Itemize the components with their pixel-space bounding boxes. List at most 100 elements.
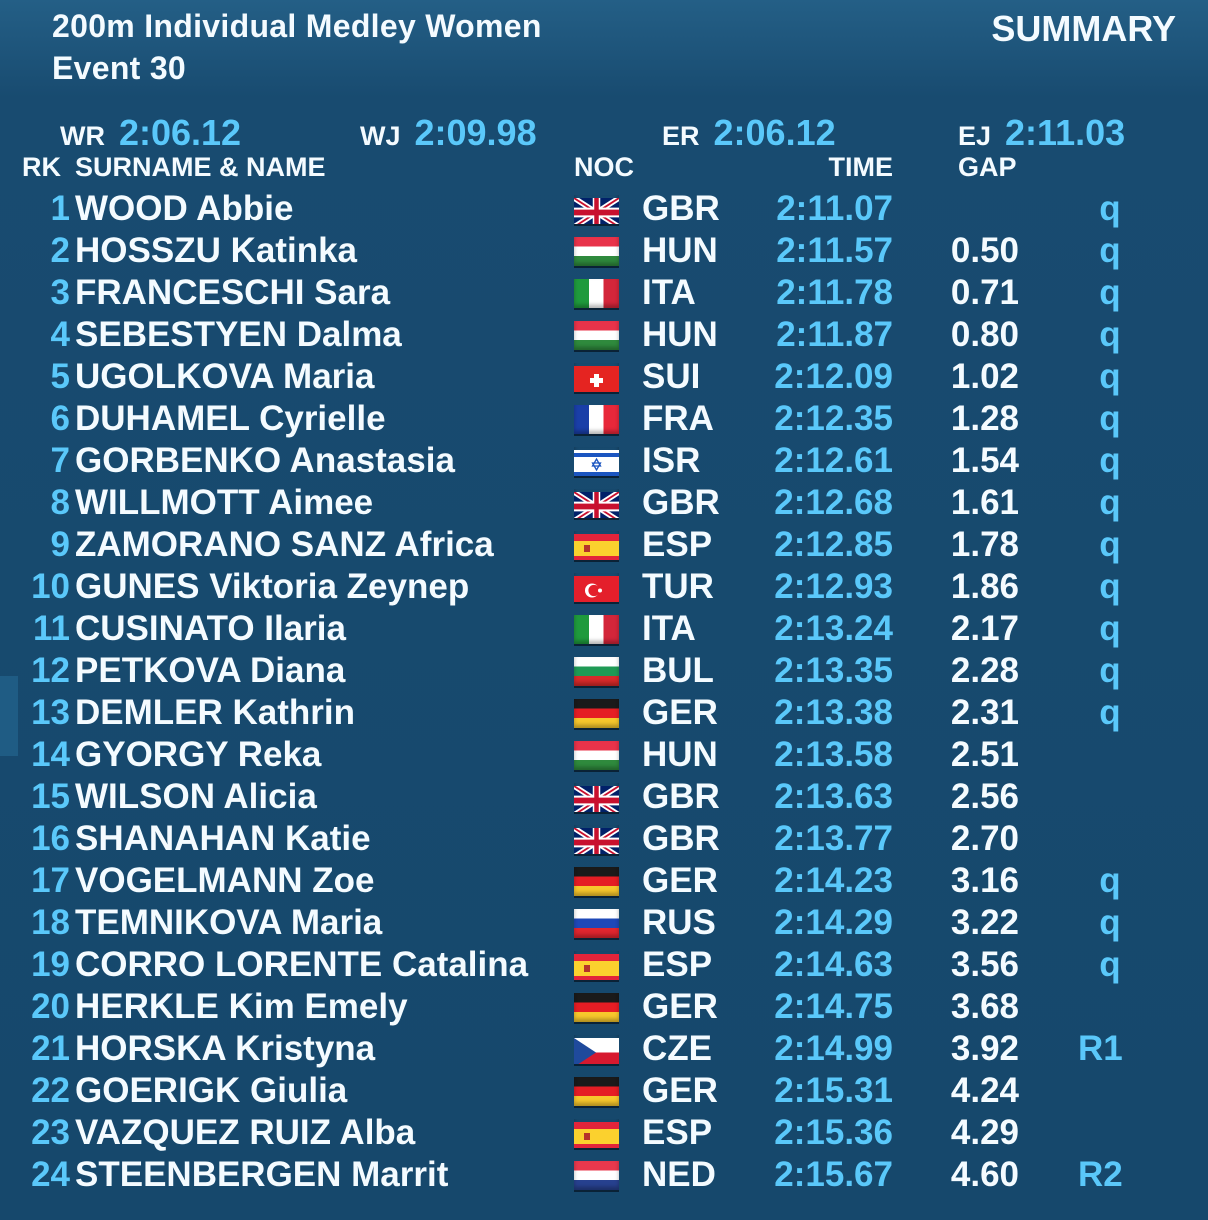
summary-label: SUMMARY <box>991 8 1176 49</box>
noc: GER <box>642 987 718 1026</box>
athlete-name: SHANAHAN Katie <box>75 819 371 858</box>
time: 2:14.29 <box>774 903 893 942</box>
rank: 24 <box>31 1155 70 1194</box>
noc: HUN <box>642 231 718 270</box>
flag-hun-icon <box>574 741 619 772</box>
athlete-name: DEMLER Kathrin <box>75 693 355 732</box>
noc: BUL <box>642 651 714 690</box>
record-ej: EJ 2:11.03 <box>958 112 1126 153</box>
noc: SUI <box>642 357 701 396</box>
gap: 4.60 <box>950 1155 1019 1194</box>
rank: 18 <box>31 903 70 942</box>
athlete-name: FRANCESCHI Sara <box>75 273 391 312</box>
result-row: 18 TEMNIKOVA Maria RUS 2:14.29 3.22 q <box>0 902 1208 944</box>
flag-cze-icon <box>574 1035 619 1066</box>
result-row: 21 HORSKA Kristyna CZE 2:14.99 3.92 R1 <box>0 1028 1208 1070</box>
result-row: 2 HOSSZU Katinka HUN 2:11.57 0.50 q <box>0 230 1208 272</box>
gap: 2.17 <box>950 609 1019 648</box>
gap: 3.68 <box>950 987 1019 1026</box>
time: 2:13.24 <box>774 609 893 648</box>
rank: 16 <box>31 819 70 858</box>
record-wj: WJ 2:09.98 <box>360 112 537 153</box>
rank: 22 <box>31 1071 70 1110</box>
noc: ITA <box>642 273 696 312</box>
flag-ned-icon <box>574 1161 619 1192</box>
result-row: 22 GOERIGK Giulia GER 2:15.31 4.24 <box>0 1070 1208 1112</box>
qualification-status: q <box>1099 609 1121 648</box>
result-row: 23 VAZQUEZ RUIZ Alba ESP 2:15.36 4.29 <box>0 1112 1208 1154</box>
rank: 4 <box>50 315 70 354</box>
time: 2:12.09 <box>774 357 893 396</box>
time: 2:11.57 <box>776 231 893 270</box>
athlete-name: GOERIGK Giulia <box>75 1071 348 1110</box>
record-wr: WR 2:06.12 <box>60 112 242 153</box>
column-time: TIME <box>828 152 894 182</box>
gap: 2.51 <box>950 735 1019 774</box>
flag-fra-icon <box>574 405 619 436</box>
time: 2:12.35 <box>774 399 893 438</box>
flag-rus-icon <box>574 909 619 940</box>
gap: 1.02 <box>950 357 1019 396</box>
gap: 4.24 <box>950 1071 1019 1110</box>
qualification-status: q <box>1099 903 1121 942</box>
noc: FRA <box>642 399 714 438</box>
result-row: 17 VOGELMANN Zoe GER 2:14.23 3.16 q <box>0 860 1208 902</box>
time: 2:12.93 <box>774 567 893 606</box>
athlete-name: HORSKA Kristyna <box>75 1029 376 1068</box>
qualification-status: q <box>1099 189 1121 228</box>
noc: RUS <box>642 903 716 942</box>
gap: 0.71 <box>950 273 1019 312</box>
gap: 2.70 <box>950 819 1019 858</box>
flag-ger-icon <box>574 993 619 1024</box>
noc: HUN <box>642 315 718 354</box>
rank: 2 <box>50 231 70 270</box>
athlete-name: VAZQUEZ RUIZ Alba <box>75 1113 416 1152</box>
rank: 20 <box>31 987 70 1026</box>
rank: 1 <box>50 189 70 228</box>
time: 2:13.35 <box>774 651 893 690</box>
rank: 12 <box>31 651 70 690</box>
athlete-name: WILLMOTT Aimee <box>75 483 374 522</box>
time: 2:13.77 <box>774 819 893 858</box>
result-row: 8 WILLMOTT Aimee GBR 2:12.68 1.61 q <box>0 482 1208 524</box>
qualification-status: q <box>1099 357 1121 396</box>
noc: GBR <box>642 483 720 522</box>
gap: 1.61 <box>950 483 1019 522</box>
flag-esp-icon <box>574 531 619 562</box>
qualification-status: q <box>1099 399 1121 438</box>
flag-tur-icon <box>574 573 619 604</box>
gap: 2.28 <box>950 651 1019 690</box>
athlete-name: WILSON Alicia <box>75 777 317 816</box>
time: 2:15.36 <box>774 1113 893 1152</box>
rank: 23 <box>31 1113 70 1152</box>
athlete-name: WOOD Abbie <box>75 189 294 228</box>
flag-bul-icon <box>574 657 619 688</box>
result-row: 9 ZAMORANO SANZ Africa ESP 2:12.85 1.78 … <box>0 524 1208 566</box>
record-er: ER 2:06.12 <box>662 112 836 153</box>
qualification-status: q <box>1099 861 1121 900</box>
rank: 10 <box>31 567 70 606</box>
rank: 21 <box>31 1029 70 1068</box>
gap: 1.28 <box>950 399 1019 438</box>
gap: 0.80 <box>950 315 1019 354</box>
rank: 11 <box>33 609 70 648</box>
rank: 14 <box>31 735 70 774</box>
flag-esp-icon <box>574 1119 619 1150</box>
qualification-status: q <box>1099 483 1121 522</box>
noc: HUN <box>642 735 718 774</box>
gap: 3.56 <box>950 945 1019 984</box>
result-row: 11 CUSINATO Ilaria ITA 2:13.24 2.17 q <box>0 608 1208 650</box>
athlete-name: GYORGY Reka <box>75 735 322 774</box>
rank: 6 <box>50 399 70 438</box>
qualification-status: q <box>1099 945 1121 984</box>
event-title: 200m Individual Medley Women <box>52 8 542 44</box>
result-row: 19 CORRO LORENTE Catalina ESP 2:14.63 3.… <box>0 944 1208 986</box>
flag-sui-icon <box>574 363 619 394</box>
flag-ita-icon <box>574 279 619 310</box>
athlete-name: GORBENKO Anastasia <box>75 441 455 480</box>
noc: ITA <box>642 609 696 648</box>
time: 2:13.58 <box>774 735 893 774</box>
noc: GBR <box>642 189 720 228</box>
flag-ger-icon <box>574 867 619 898</box>
gap: 0.50 <box>950 231 1019 270</box>
